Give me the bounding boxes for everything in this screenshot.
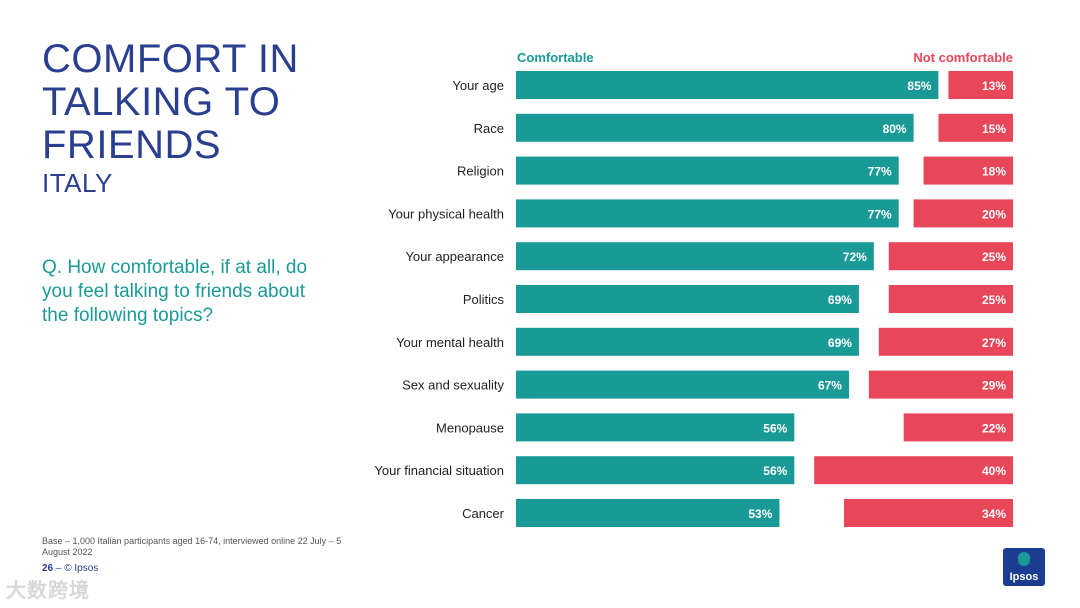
value-label-not-comfortable: 25%: [982, 293, 1006, 307]
bar-not-comfortable: [923, 156, 1013, 185]
bar-not-comfortable: [878, 327, 1013, 356]
value-label-not-comfortable: 25%: [982, 250, 1006, 264]
category-label: Politics: [463, 292, 505, 307]
value-label-comfortable: 69%: [828, 336, 852, 350]
bar-comfortable: [516, 499, 780, 527]
value-label-not-comfortable: 18%: [982, 165, 1006, 179]
category-label: Your appearance: [405, 249, 504, 264]
bar-not-comfortable: [868, 370, 1013, 399]
bar-comfortable: [516, 156, 899, 185]
value-label-not-comfortable: 29%: [982, 379, 1006, 393]
value-label-not-comfortable: 40%: [982, 464, 1006, 478]
bar-not-comfortable: [938, 113, 1013, 142]
slide-title: COMFORT IN TALKING TO FRIENDS: [42, 37, 299, 167]
category-label: Your financial situation: [374, 463, 504, 478]
bar-not-comfortable: [814, 456, 1013, 485]
bar-comfortable: [516, 71, 939, 99]
survey-question: Q. How comfortable, if at all, do you fe…: [42, 257, 308, 326]
value-label-not-comfortable: 13%: [982, 79, 1006, 93]
slide-subtitle: ITALY: [42, 168, 113, 198]
bar-not-comfortable: [913, 199, 1013, 228]
bar-not-comfortable: [888, 242, 1013, 271]
footer: 26 – © Ipsos: [42, 563, 98, 574]
watermark: 大数跨境: [6, 580, 90, 602]
category-label: Religion: [457, 164, 504, 179]
bar-not-comfortable: [844, 499, 1013, 527]
bar-comfortable: [516, 413, 795, 442]
value-label-comfortable: 77%: [868, 207, 892, 221]
category-label: Sex and sexuality: [402, 378, 504, 393]
value-label-not-comfortable: 20%: [982, 207, 1006, 221]
bar-comfortable: [516, 456, 795, 485]
bar-not-comfortable: [948, 71, 1013, 99]
base-note: Base – 1,000 Italian participants aged 1…: [42, 536, 342, 557]
value-label-not-comfortable: 22%: [982, 421, 1006, 435]
value-label-not-comfortable: 27%: [982, 336, 1006, 350]
bar-comfortable: [516, 113, 914, 142]
category-label: Your physical health: [388, 206, 504, 221]
ipsos-logo: Ipsos: [1003, 548, 1045, 586]
category-label: Your mental health: [396, 335, 504, 350]
value-label-not-comfortable: 15%: [982, 122, 1006, 136]
legend-not-comfortable: Not comfortable: [913, 50, 1013, 65]
bar-comfortable: [516, 327, 859, 356]
bar-not-comfortable: [888, 285, 1013, 313]
page-number: 26: [42, 563, 54, 574]
value-label-comfortable: 85%: [907, 79, 931, 93]
bar-not-comfortable: [903, 413, 1013, 442]
value-label-comfortable: 80%: [883, 122, 907, 136]
category-label: Cancer: [462, 506, 505, 521]
category-label: Menopause: [436, 420, 504, 435]
value-label-not-comfortable: 34%: [982, 507, 1006, 521]
value-label-comfortable: 72%: [843, 250, 867, 264]
bar-comfortable: [516, 199, 899, 228]
bar-comfortable: [516, 370, 849, 399]
bar-comfortable: [516, 242, 874, 271]
value-label-comfortable: 56%: [763, 421, 787, 435]
value-label-comfortable: 67%: [818, 379, 842, 393]
value-label-comfortable: 77%: [868, 165, 892, 179]
category-label: Your age: [452, 78, 504, 93]
category-label: Race: [474, 121, 504, 136]
value-label-comfortable: 56%: [763, 464, 787, 478]
copyright-text: – © Ipsos: [55, 563, 99, 574]
bar-comfortable: [516, 285, 859, 313]
value-label-comfortable: 69%: [828, 293, 852, 307]
value-label-comfortable: 53%: [748, 507, 772, 521]
legend-comfortable: Comfortable: [517, 50, 594, 65]
